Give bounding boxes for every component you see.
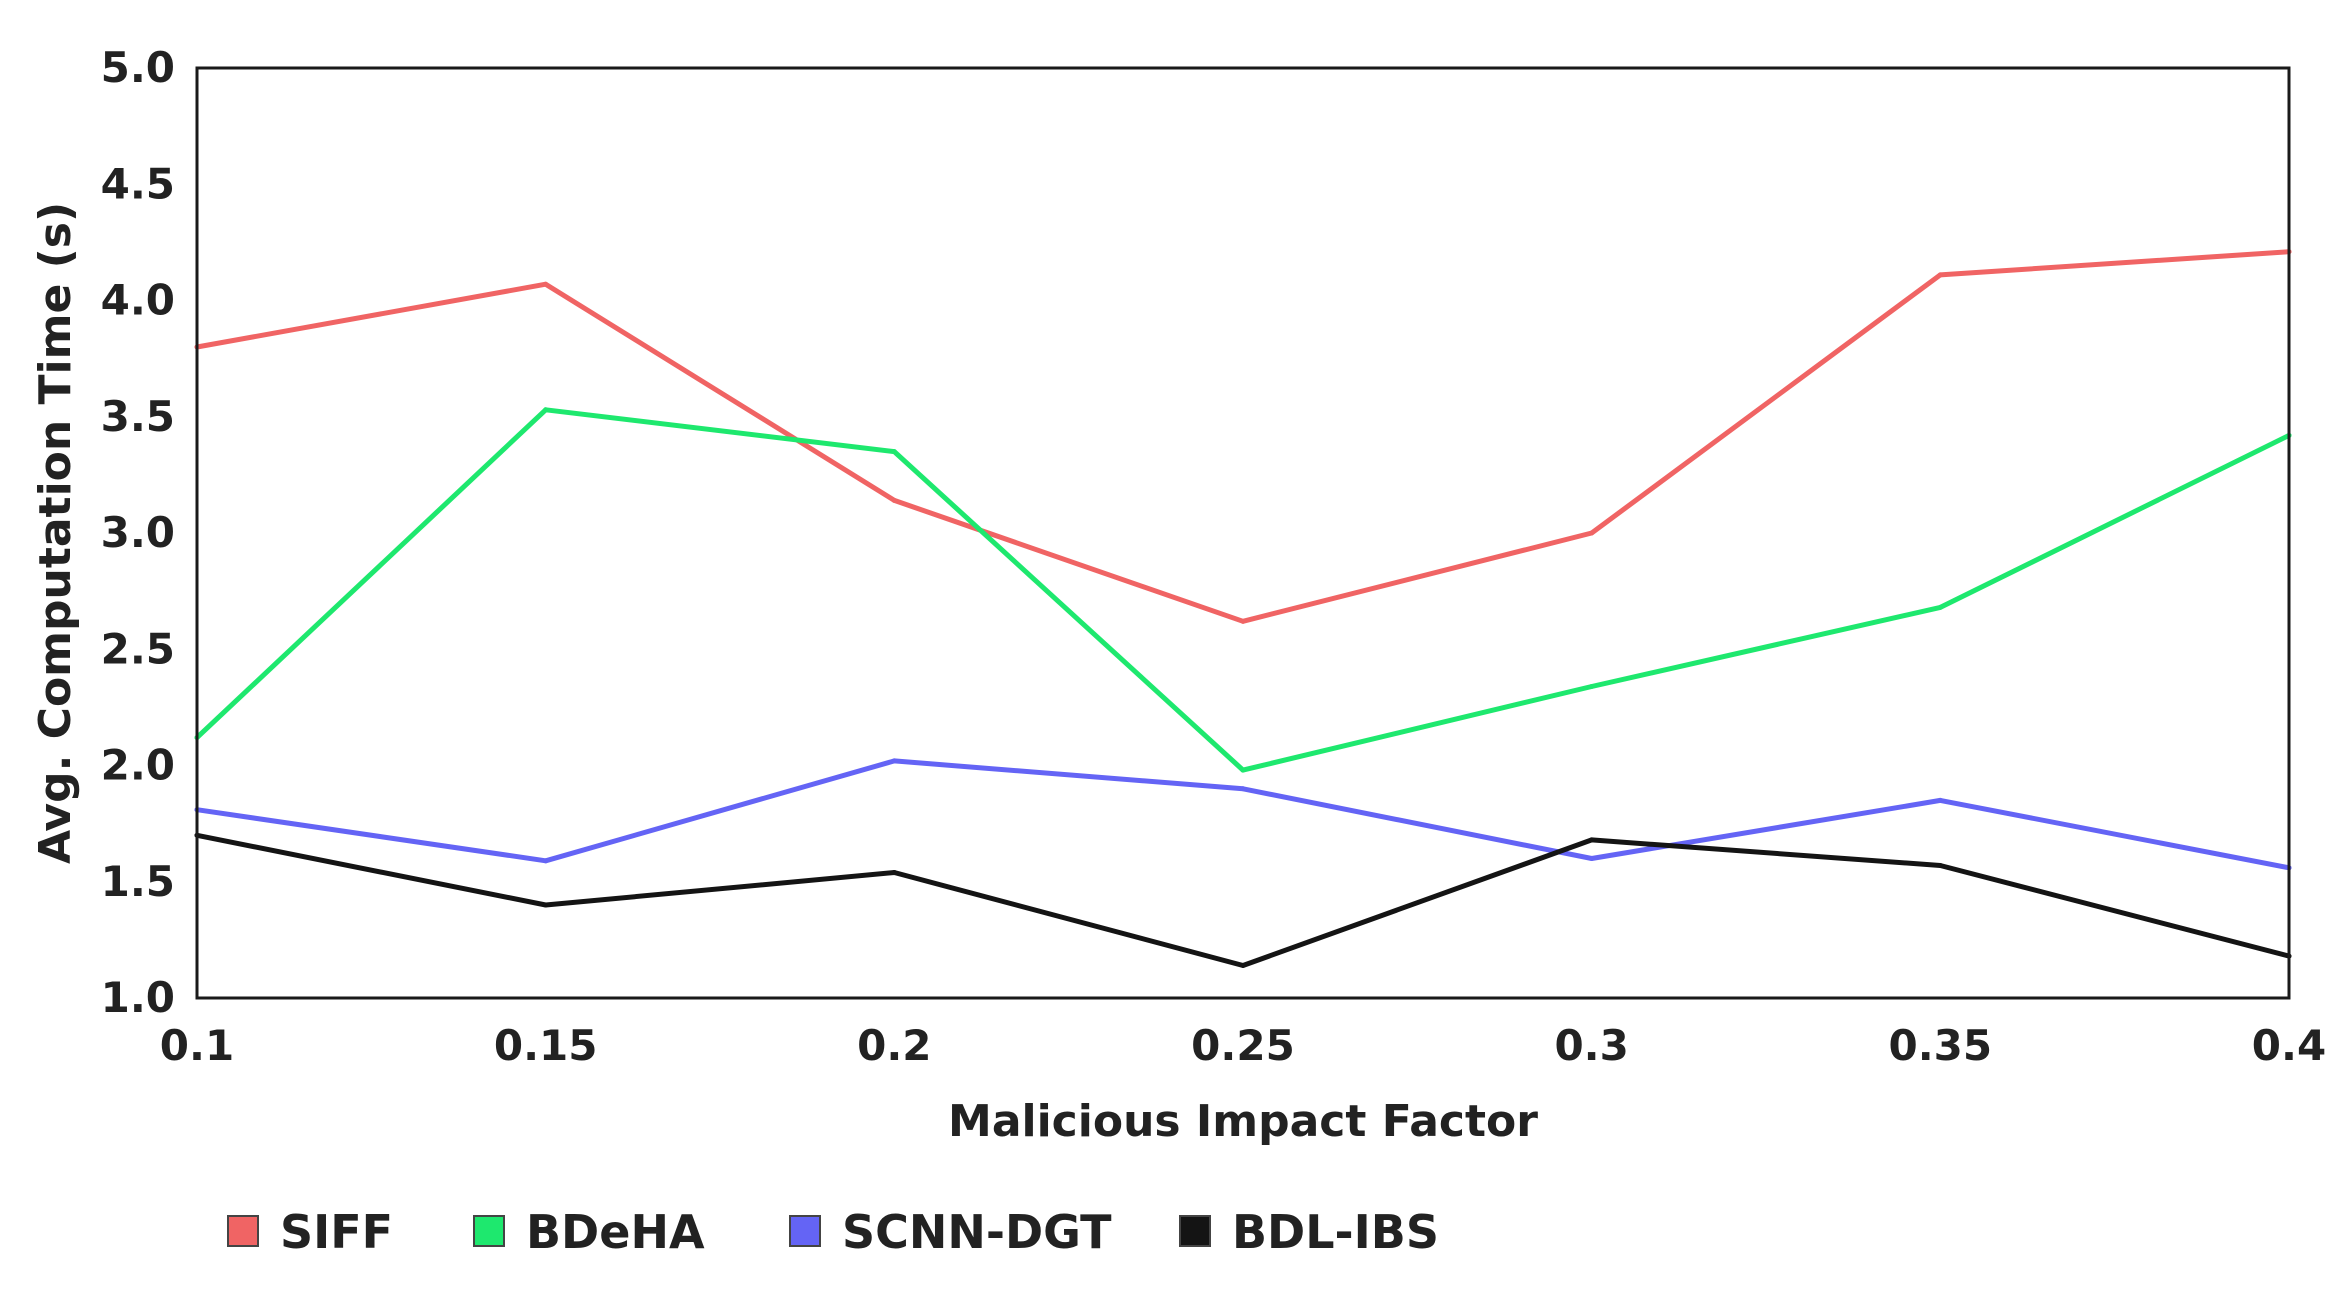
legend-label: SIFF xyxy=(280,1205,393,1259)
legend-item-siff[interactable]: SIFF xyxy=(227,1205,393,1259)
y-tick-label: 4.0 xyxy=(101,276,175,325)
data-point-scnn-dgt xyxy=(1937,797,1943,803)
data-point-siff xyxy=(1589,530,1595,536)
legend-item-bdeha[interactable]: BDeHA xyxy=(473,1205,705,1259)
x-axis-ticks: 0.1 0.15 0.2 0.25 0.3 0.35 0.4 xyxy=(160,1021,2326,1070)
x-tick-label: 0.15 xyxy=(494,1021,598,1070)
y-axis-title: Avg. Computation Time (s) xyxy=(30,202,81,864)
legend-label: BDeHA xyxy=(526,1205,705,1259)
x-tick-label: 0.1 xyxy=(160,1021,234,1070)
data-point-bdeha xyxy=(1589,683,1595,689)
data-point-bdeha xyxy=(891,449,897,455)
legend-item-bdl-ibs[interactable]: BDL-IBS xyxy=(1179,1205,1439,1259)
x-tick-label: 0.3 xyxy=(1554,1021,1628,1070)
data-point-scnn-dgt xyxy=(891,758,897,764)
legend[interactable]: SIFF BDeHA SCNN-DGT BDL-IBS xyxy=(227,1205,1439,1259)
series-layer xyxy=(194,249,2292,968)
x-tick-label: 0.35 xyxy=(1889,1021,1993,1070)
data-point-bdl-ibs xyxy=(543,902,549,908)
data-point-bdeha xyxy=(1937,604,1943,610)
legend-swatch xyxy=(473,1215,505,1247)
y-tick-label: 2.5 xyxy=(101,624,175,673)
data-point-bdl-ibs xyxy=(1240,962,1246,968)
y-tick-label: 5.0 xyxy=(101,43,175,92)
y-tick-label: 4.5 xyxy=(101,159,175,208)
plot-frame xyxy=(195,66,2291,1000)
data-point-siff xyxy=(891,497,897,503)
legend-label: BDL-IBS xyxy=(1232,1205,1439,1259)
y-tick-label: 2.0 xyxy=(101,741,175,790)
legend-label: SCNN-DGT xyxy=(842,1205,1112,1259)
legend-swatch xyxy=(1179,1215,1211,1247)
data-point-scnn-dgt xyxy=(1589,856,1595,861)
data-point-bdl-ibs xyxy=(1589,837,1595,843)
data-point-bdl-ibs xyxy=(1937,862,1943,868)
y-axis-ticks: 1.0 1.5 2.0 2.5 3.0 3.5 4.0 4.5 5.0 xyxy=(101,43,175,1022)
legend-swatch xyxy=(789,1215,821,1247)
data-point-bdl-ibs xyxy=(891,869,897,875)
x-tick-label: 0.25 xyxy=(1191,1021,1295,1070)
data-point-siff xyxy=(1937,272,1943,278)
y-tick-label: 1.0 xyxy=(101,973,175,1022)
data-point-bdeha xyxy=(1240,767,1246,773)
y-tick-label: 3.5 xyxy=(101,392,175,441)
legend-swatch xyxy=(227,1215,259,1247)
data-point-bdeha xyxy=(543,407,549,413)
x-tick-label: 0.4 xyxy=(2252,1021,2326,1070)
y-tick-label: 3.0 xyxy=(101,508,175,557)
data-point-scnn-dgt xyxy=(1240,786,1246,792)
data-point-siff xyxy=(543,281,549,287)
data-point-scnn-dgt xyxy=(543,858,549,864)
x-axis-title: Malicious Impact Factor xyxy=(948,1096,1538,1147)
x-tick-label: 0.2 xyxy=(857,1021,931,1070)
legend-item-scnn-dgt[interactable]: SCNN-DGT xyxy=(789,1205,1112,1259)
data-point-siff xyxy=(1240,618,1246,624)
y-tick-label: 1.5 xyxy=(101,857,175,906)
